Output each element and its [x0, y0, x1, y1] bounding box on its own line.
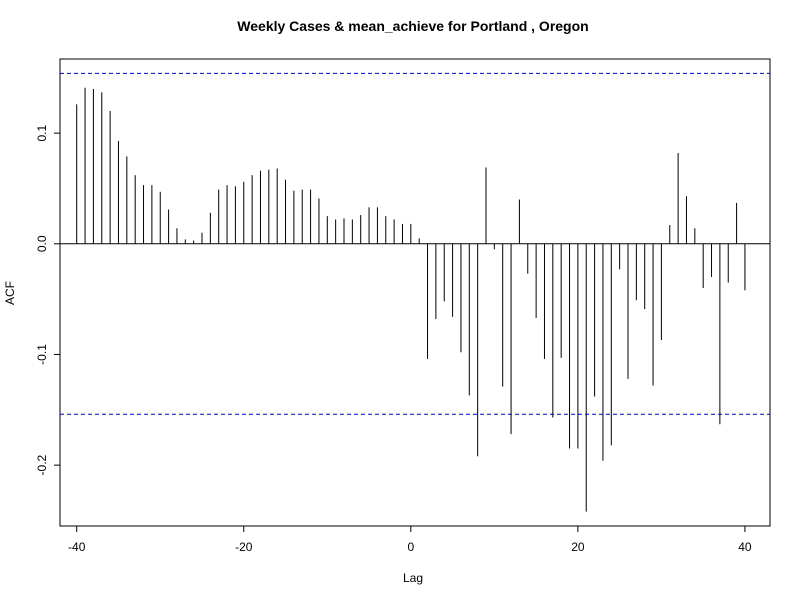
chart-title: Weekly Cases & mean_achieve for Portland…: [237, 18, 588, 34]
y-tick-label: -0.2: [35, 454, 49, 475]
y-tick-label: -0.1: [35, 344, 49, 365]
x-tick-label: -20: [235, 540, 253, 554]
y-tick-label: 0.1: [35, 124, 49, 141]
y-axis: -0.2 -0.1 0.0 0.1: [35, 124, 60, 475]
x-tick-label: 20: [571, 540, 585, 554]
x-tick-label: -40: [68, 540, 86, 554]
y-tick-label: 0.0: [35, 235, 49, 252]
plot-frame: [59, 58, 771, 527]
x-tick-label: 0: [407, 540, 414, 554]
x-tick-label: 40: [738, 540, 752, 554]
y-axis-label: ACF: [3, 281, 17, 305]
x-axis: -40 -20 0 20 40: [68, 526, 752, 554]
acf-bars: [76, 87, 746, 512]
confidence-bounds: [60, 72, 770, 415]
x-axis-label: Lag: [403, 571, 423, 585]
